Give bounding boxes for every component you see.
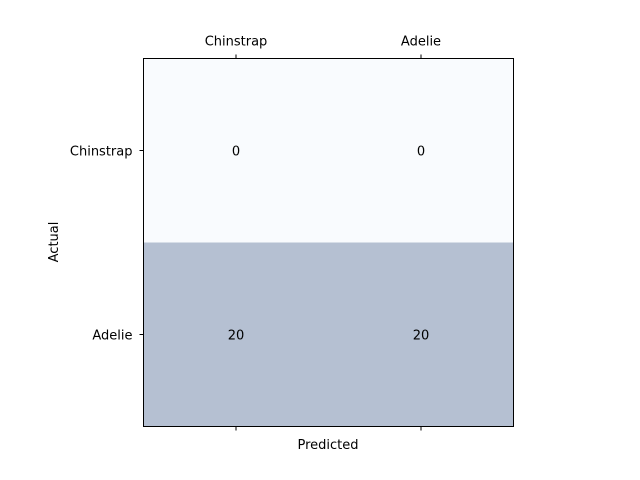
heatmap-cells [143,58,514,427]
cell-value-labels: 0 0 20 20 [228,145,430,344]
y-tick-label: Adelie [92,329,132,344]
y-axis-label: Actual [47,222,62,263]
heatmap-cell [328,242,514,427]
y-tick-label: Chinstrap [70,145,133,160]
heatmap-cell [143,242,329,427]
heatmap-cell [328,58,514,243]
x-tick-label: Chinstrap [205,35,268,50]
x-axis-ticks: Chinstrap Adelie [205,35,441,431]
cell-value-label: 0 [417,145,425,160]
x-tick-label: Adelie [401,35,441,50]
y-axis-ticks: Chinstrap Adelie [70,145,144,344]
cell-value-label: 20 [413,329,430,344]
x-axis-label: Predicted [297,438,358,453]
plot-frame [143,58,514,427]
cell-value-label: 20 [228,329,245,344]
cell-value-label: 0 [232,145,240,160]
heatmap-cell [143,58,329,243]
